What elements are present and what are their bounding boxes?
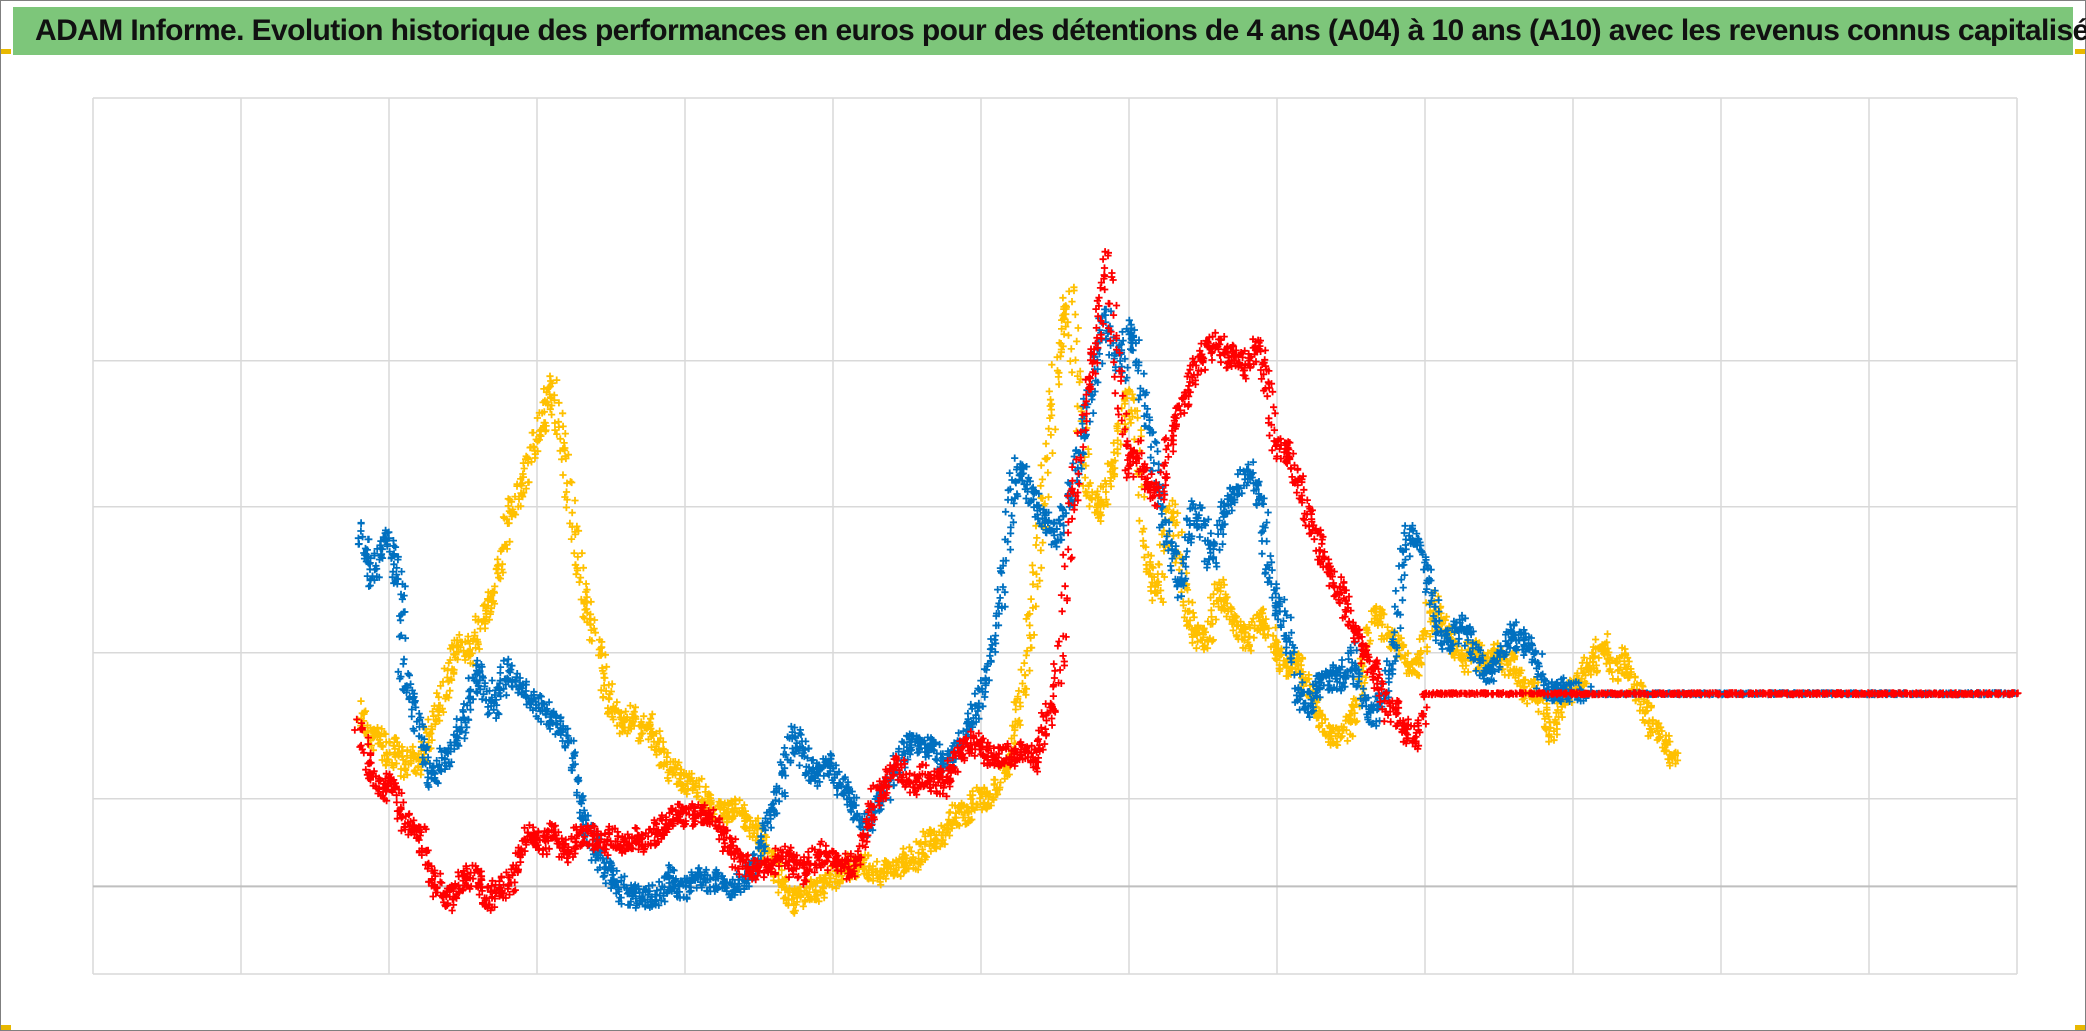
series-3-markers	[351, 248, 2022, 915]
data-points	[351, 248, 2022, 917]
chart-title: ADAM Informe. Evolution historique des p…	[35, 14, 2086, 47]
series-1-markers	[354, 283, 1682, 917]
title-bar: ADAM Informe. Evolution historique des p…	[13, 7, 2086, 55]
corner-mark-top-right	[2075, 49, 2085, 54]
gridlines	[92, 97, 2018, 975]
corner-mark-bottom-left	[1, 1025, 11, 1030]
series-1	[354, 283, 1682, 917]
corner-mark-bottom-right	[2075, 1025, 2085, 1030]
series-3	[351, 248, 2022, 915]
corner-mark-top-left	[1, 49, 11, 54]
